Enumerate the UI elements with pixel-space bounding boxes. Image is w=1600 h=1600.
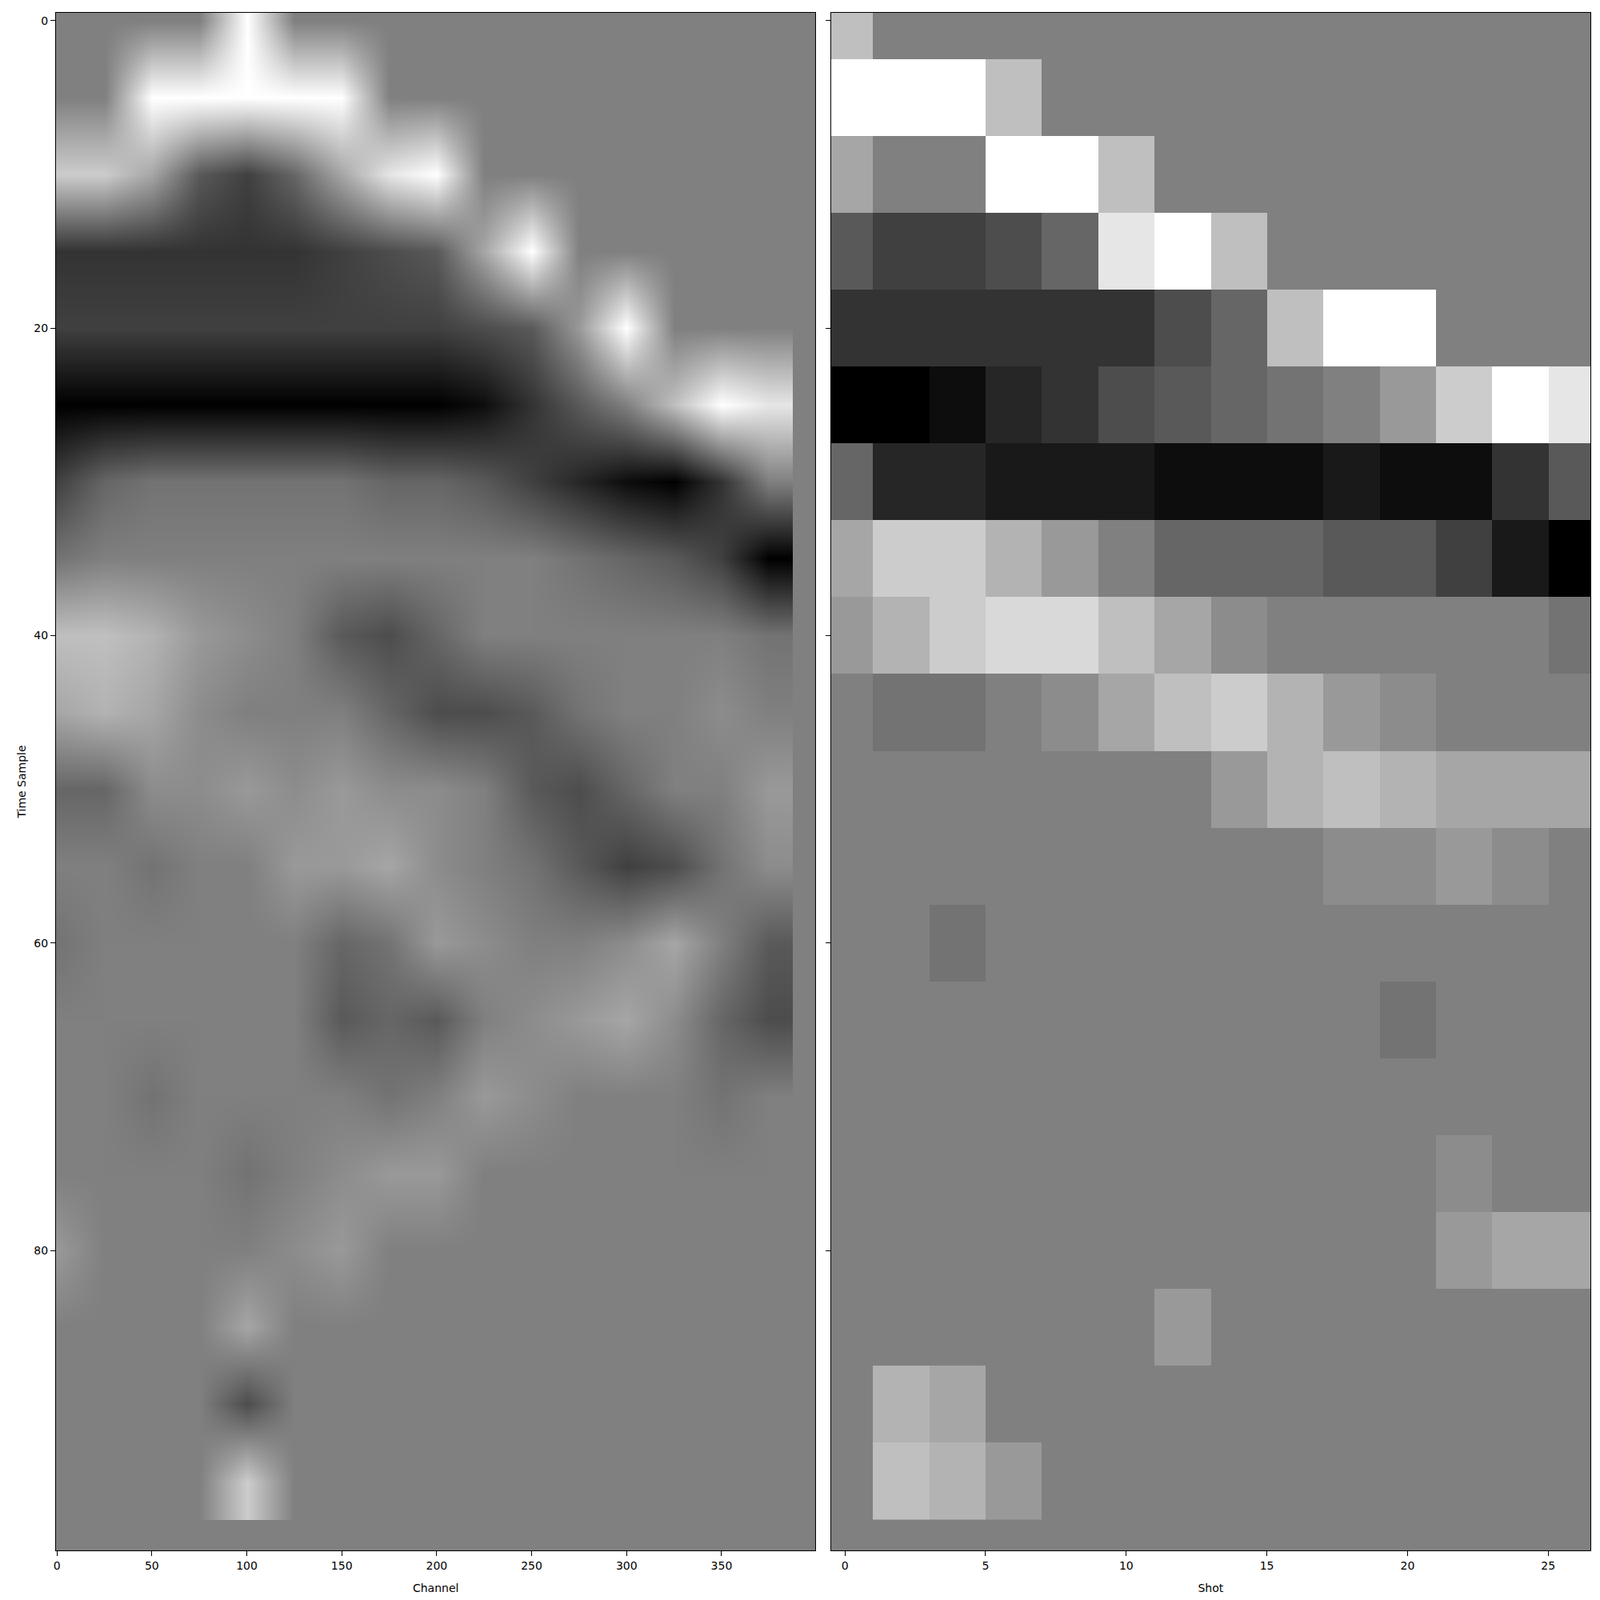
svg-text:10: 10 bbox=[1119, 1559, 1134, 1572]
svg-text:150: 150 bbox=[331, 1559, 353, 1572]
svg-text:20: 20 bbox=[33, 321, 48, 335]
svg-text:100: 100 bbox=[236, 1559, 258, 1572]
svg-text:Shot: Shot bbox=[1197, 1581, 1224, 1595]
svg-text:Channel: Channel bbox=[412, 1581, 459, 1595]
svg-text:40: 40 bbox=[33, 628, 48, 642]
svg-text:5: 5 bbox=[982, 1559, 990, 1572]
svg-text:60: 60 bbox=[33, 936, 48, 950]
svg-text:200: 200 bbox=[426, 1559, 448, 1572]
svg-text:80: 80 bbox=[33, 1244, 48, 1257]
svg-text:20: 20 bbox=[1400, 1559, 1416, 1572]
svg-text:50: 50 bbox=[144, 1559, 160, 1572]
svg-text:0: 0 bbox=[40, 14, 48, 28]
svg-text:0: 0 bbox=[53, 1559, 61, 1572]
svg-text:25: 25 bbox=[1540, 1559, 1556, 1572]
svg-text:0: 0 bbox=[841, 1559, 849, 1572]
svg-text:Time Sample: Time Sample bbox=[15, 744, 28, 819]
svg-text:15: 15 bbox=[1260, 1559, 1275, 1572]
svg-text:300: 300 bbox=[616, 1559, 638, 1572]
svg-text:250: 250 bbox=[520, 1559, 543, 1572]
svg-text:350: 350 bbox=[711, 1559, 733, 1572]
